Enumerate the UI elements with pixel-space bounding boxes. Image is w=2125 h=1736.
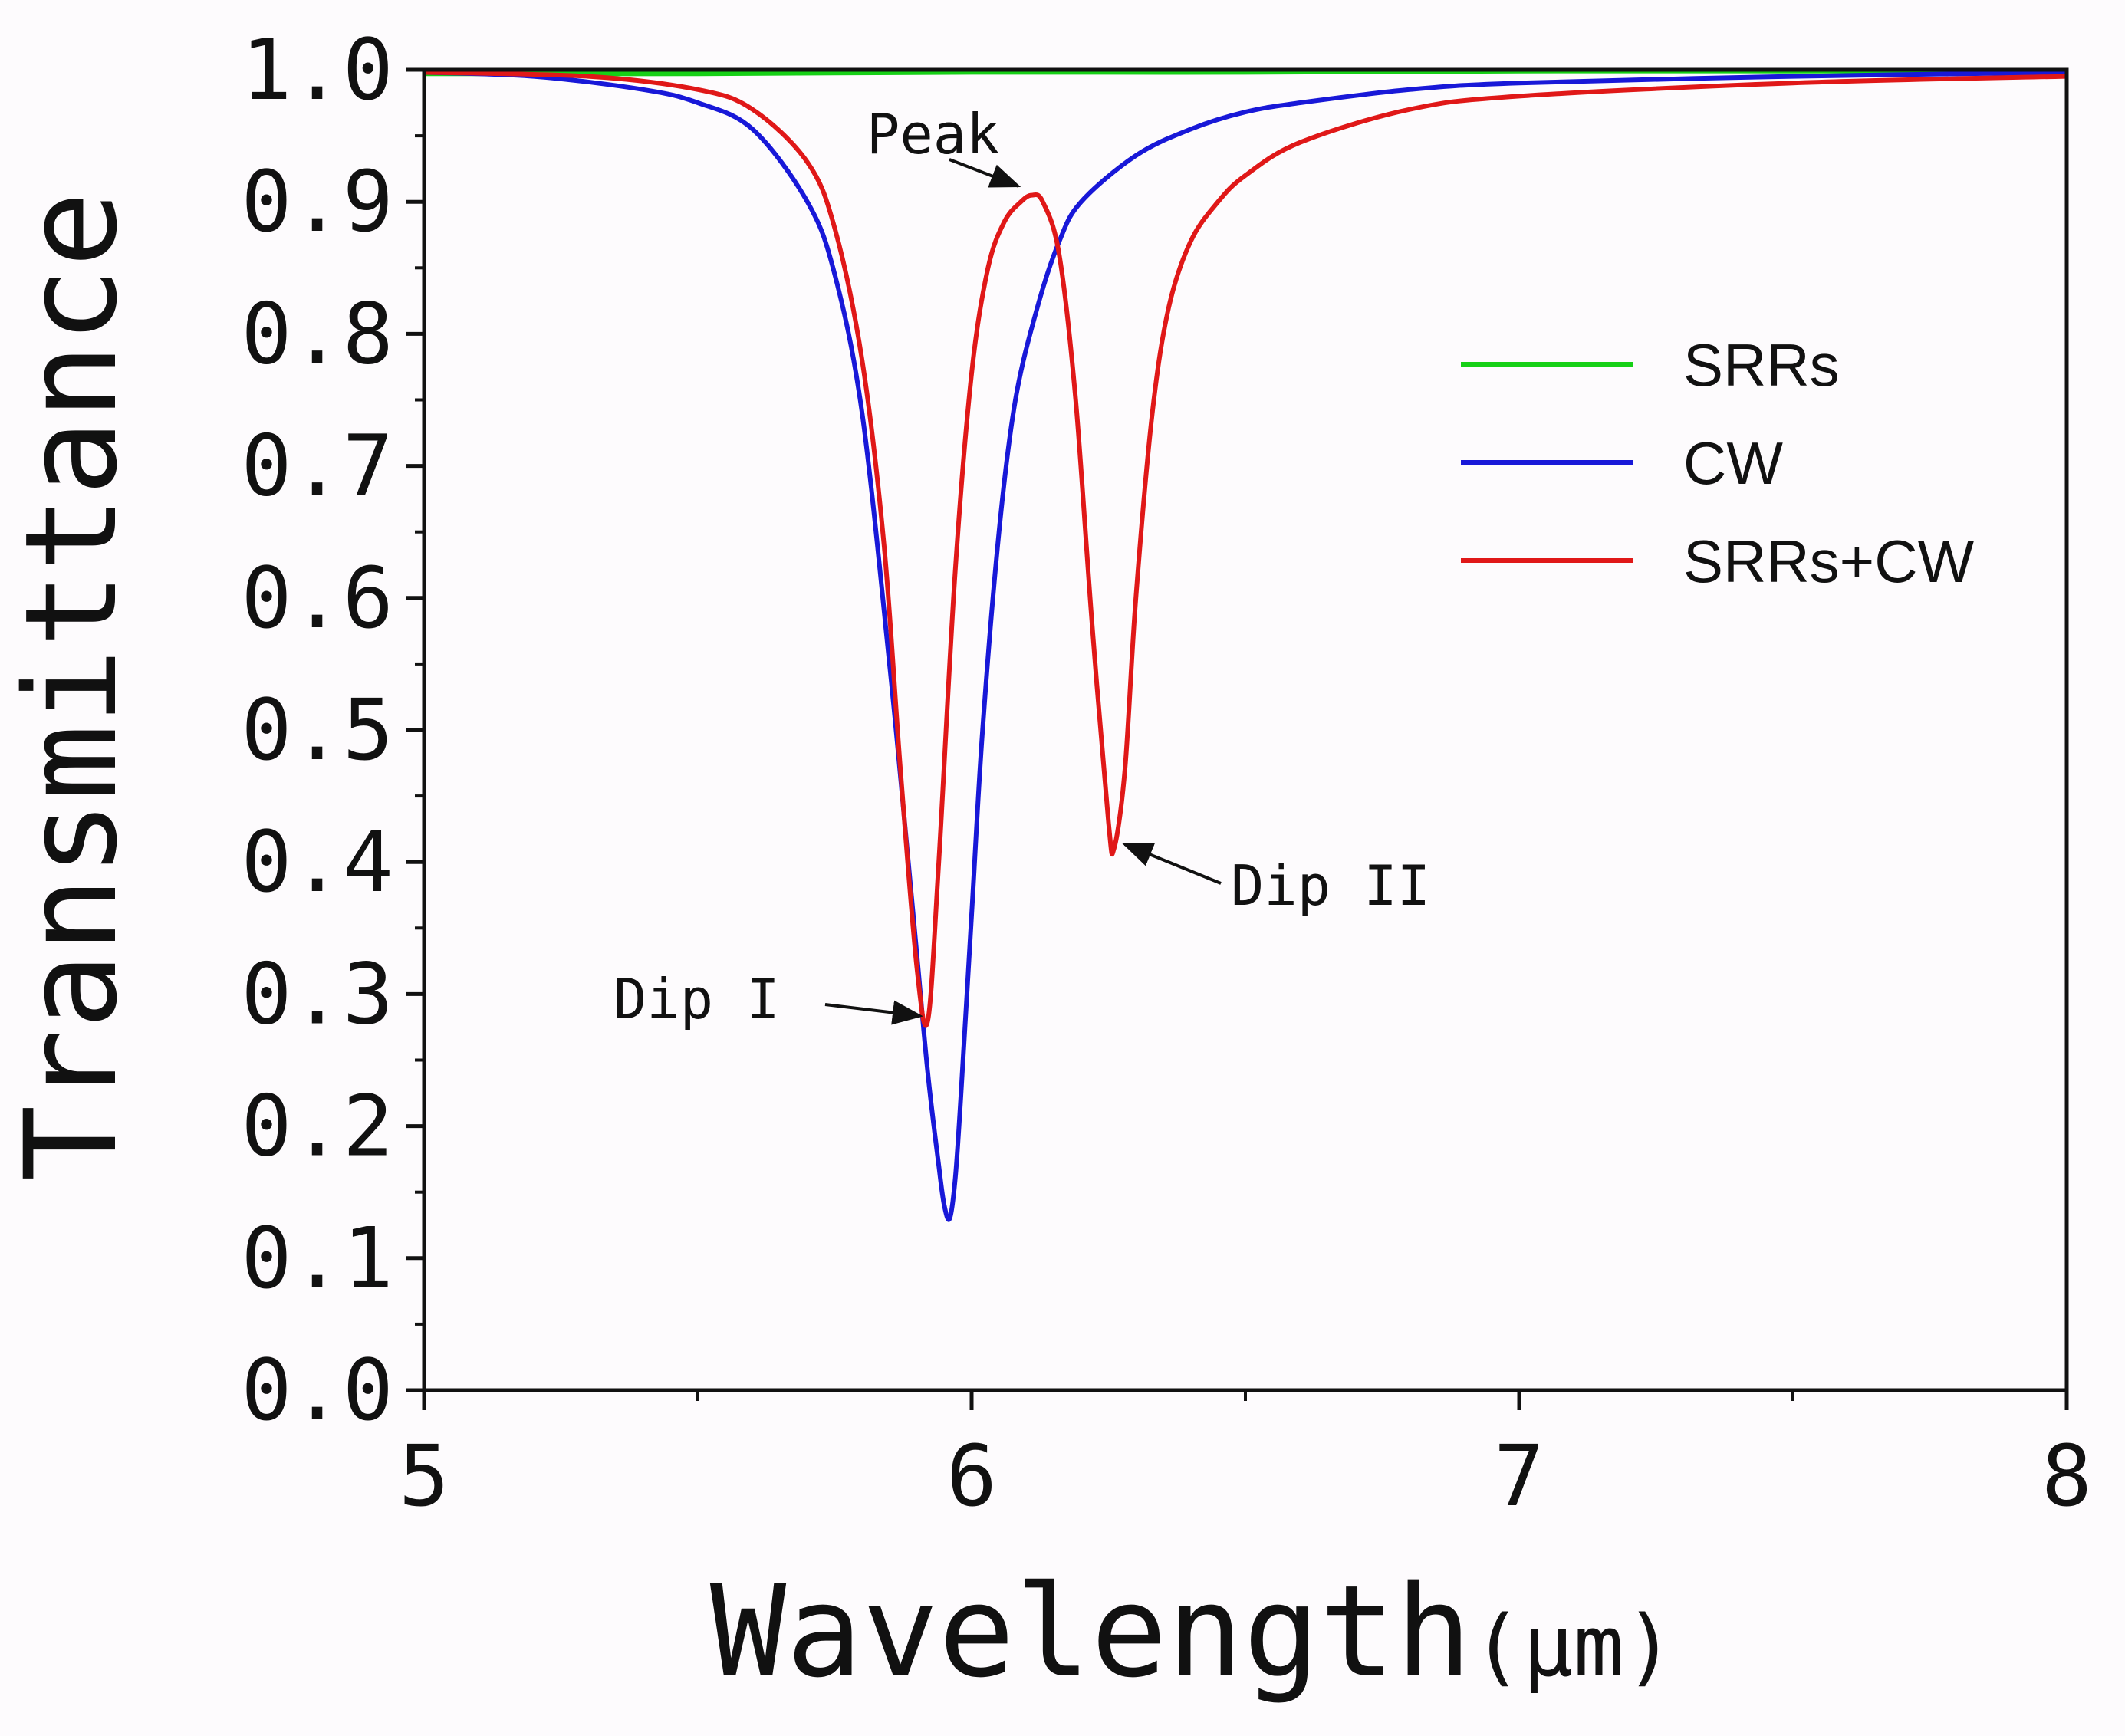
x-axis-title-text: Wavelength xyxy=(710,1558,1472,1705)
legend-label: SRRs xyxy=(1683,331,1840,399)
series-line-cw xyxy=(423,70,2067,1222)
annotations: Peak Dip I Dip II xyxy=(613,102,1430,1031)
annotation-label: Peak xyxy=(867,102,999,166)
y-tick-label: 1.0 xyxy=(241,21,393,119)
y-axis-title: Transmittance xyxy=(0,191,145,1181)
annotation-label: Dip II xyxy=(1231,853,1430,918)
legend-label: SRRs+CW xyxy=(1683,528,1975,595)
y-tick-label: 0.3 xyxy=(241,945,393,1043)
x-tick-label: 7 xyxy=(1494,1427,1544,1525)
y-tick-label: 0.4 xyxy=(241,813,393,911)
x-axis-title: Wavelength(μm) xyxy=(710,1558,1675,1705)
x-tick-label: 5 xyxy=(399,1427,449,1525)
annotation-arrow xyxy=(1121,843,1222,885)
y-tick-label: 0.9 xyxy=(241,153,393,251)
annotation-arrow xyxy=(949,158,1021,188)
ticks-layer: 0.0 0.1 0.2 0.3 0.4 0.5 0.6 0.7 0.8 0.9 1.0 5 6 7 8 xyxy=(241,21,2092,1525)
x-tick-label: 6 xyxy=(946,1427,997,1525)
series-layer xyxy=(423,68,2067,1222)
y-tick-label: 0.6 xyxy=(241,549,393,647)
y-tick-label: 0.7 xyxy=(241,417,393,515)
y-tick-label: 0.0 xyxy=(241,1341,393,1439)
annotation-label: Dip I xyxy=(613,967,780,1031)
series-line-srrs-cw xyxy=(423,70,2067,1028)
y-tick-label: 0.1 xyxy=(241,1209,393,1307)
legend: SRRs CW SRRs+CW xyxy=(1461,331,1975,595)
x-tick-label: 8 xyxy=(2041,1427,2092,1525)
y-tick-label: 0.8 xyxy=(241,284,393,383)
legend-label: CW xyxy=(1683,429,1783,497)
x-axis-unit: (μm) xyxy=(1472,1597,1675,1695)
plot-frame xyxy=(422,67,2069,1392)
y-tick-label: 0.2 xyxy=(241,1077,393,1175)
axes-layer xyxy=(422,67,2069,1392)
y-tick-label: 0.5 xyxy=(241,681,393,779)
annotation-arrow xyxy=(824,1000,923,1025)
